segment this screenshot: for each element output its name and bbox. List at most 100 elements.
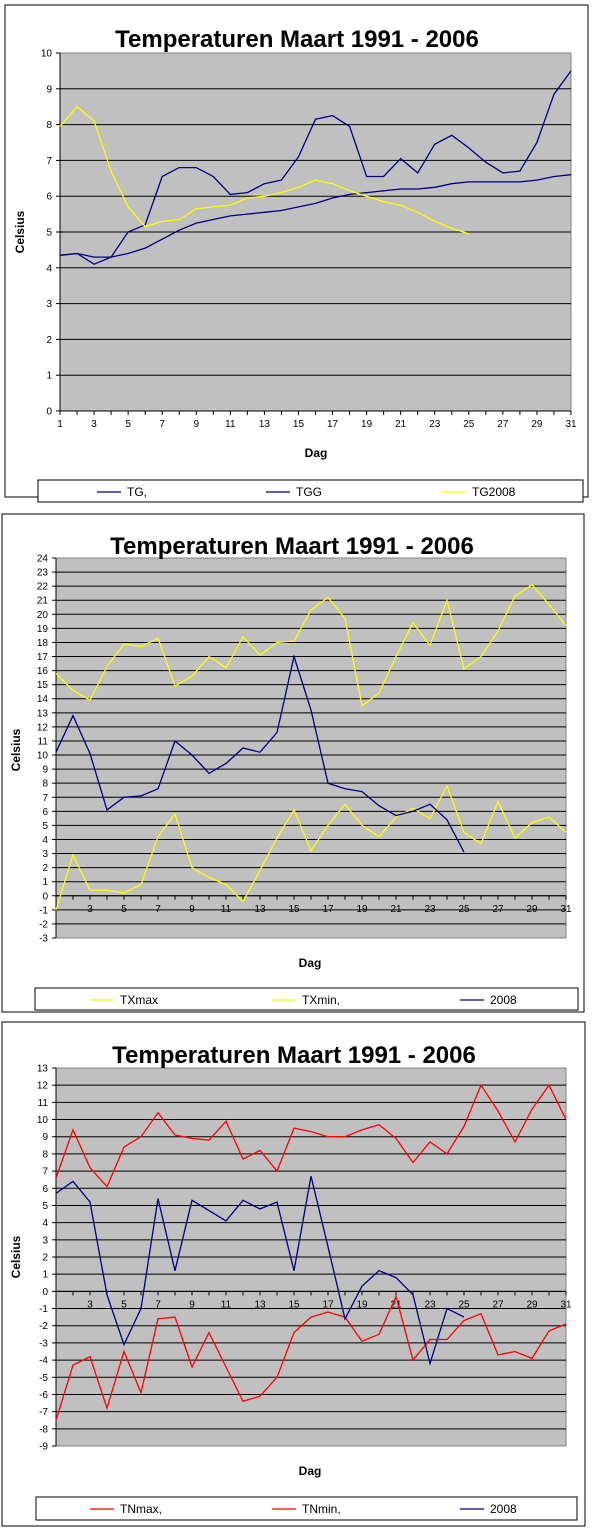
y-tick-label: -3 <box>39 1338 48 1349</box>
y-tick-label: 4 <box>46 263 52 274</box>
y-tick-label: 6 <box>42 807 48 818</box>
x-tick-label: 23 <box>424 1299 436 1310</box>
x-tick-label: 19 <box>361 419 373 430</box>
x-tick-label: 13 <box>259 419 271 430</box>
x-axis-label: Dag <box>305 446 328 460</box>
y-tick-label: 5 <box>42 1201 48 1212</box>
temperature-chart-tx: -3-2-10123456789101112131415161718192021… <box>1 513 585 1013</box>
series-line-3 <box>59 105 469 235</box>
y-tick-label: -2 <box>39 1321 48 1332</box>
y-tick-label: 7 <box>42 793 48 804</box>
y-tick-label: 4 <box>42 835 48 846</box>
y-tick-label: 1 <box>42 1270 48 1281</box>
x-tick-label: 29 <box>526 1299 538 1310</box>
y-tick-label: 1 <box>42 877 48 888</box>
x-tick-label: 31 <box>560 904 572 915</box>
chart-title: Temperaturen Maart 1991 - 2006 <box>112 1042 476 1069</box>
x-tick-label: 19 <box>356 1299 368 1310</box>
legend-label: TNmax, <box>120 1502 162 1516</box>
x-tick-label: 21 <box>390 904 402 915</box>
y-tick-label: -6 <box>39 1390 48 1401</box>
x-tick-label: 11 <box>225 419 236 430</box>
y-tick-label: 1 <box>46 371 52 382</box>
plot-area <box>55 557 567 939</box>
legend-label: TG2008 <box>472 485 516 499</box>
x-tick-label: 23 <box>424 904 436 915</box>
x-tick-label: 3 <box>87 1299 93 1310</box>
series-line-3 <box>55 1176 465 1366</box>
y-tick-label: 10 <box>37 1115 49 1126</box>
y-tick-label: 0 <box>46 407 52 418</box>
chart-panel-1: 0 1 2 3 4 5 6 7 8 9 10 1 3 5 7 9 11 13 15 17 19 21 23 25 27 29 31 T… <box>0 0 599 505</box>
y-tick-label: 9 <box>42 765 48 776</box>
y-tick-label: 3 <box>42 1235 48 1246</box>
x-tick-label: 17 <box>322 904 334 915</box>
x-tick-label: 29 <box>526 904 538 915</box>
legend-label: TXmax <box>120 993 158 1007</box>
y-tick-label: -4 <box>39 1356 48 1367</box>
y-tick-label: 21 <box>37 596 49 607</box>
legend-box <box>35 1496 578 1521</box>
y-tick-label: 16 <box>37 666 49 677</box>
y-tick-label: 7 <box>46 156 52 167</box>
series-line-3 <box>55 654 465 853</box>
y-tick-label: 13 <box>37 1064 49 1075</box>
legend-label: 2008 <box>490 1502 517 1516</box>
y-tick-label: 5 <box>42 821 48 832</box>
x-tick-label: 29 <box>531 419 543 430</box>
y-tick-label: 10 <box>41 49 53 60</box>
y-tick-label: -2 <box>39 919 48 930</box>
y-tick-label: 0 <box>42 1287 48 1298</box>
series-line-1 <box>55 583 567 707</box>
y-tick-label: -9 <box>39 1442 48 1453</box>
y-tick-label: 24 <box>37 554 49 565</box>
x-tick-label: 23 <box>429 419 441 430</box>
y-tick-label: 2 <box>46 335 52 346</box>
x-tick-label: 27 <box>492 1299 504 1310</box>
y-tick-label: -7 <box>39 1407 48 1418</box>
series-line-1 <box>59 70 572 265</box>
x-tick-label: 31 <box>565 419 577 430</box>
y-tick-label: 2 <box>42 863 48 874</box>
y-tick-label: 23 <box>37 568 49 579</box>
x-tick-label: 15 <box>288 904 300 915</box>
y-tick-label: 13 <box>37 708 49 719</box>
x-tick-label: 5 <box>121 904 127 915</box>
x-tick-label: 13 <box>254 904 266 915</box>
series-line-1 <box>55 1083 567 1188</box>
x-tick-label: 25 <box>458 1299 470 1310</box>
x-tick-label: 7 <box>155 1299 161 1310</box>
x-tick-label: 17 <box>327 419 339 430</box>
x-tick-label: 11 <box>221 904 232 915</box>
x-tick-label: 9 <box>189 1299 195 1310</box>
legend-box <box>34 987 579 1011</box>
x-tick-label: 11 <box>221 1299 232 1310</box>
y-tick-label: 11 <box>38 1098 49 1109</box>
y-tick-label: 20 <box>37 610 49 621</box>
y-tick-label: 15 <box>37 680 49 691</box>
legend-label: TG, <box>127 485 147 499</box>
series-line-2 <box>59 174 572 258</box>
y-tick-label: 22 <box>37 582 49 593</box>
y-axis-label: Celsius <box>13 210 27 253</box>
y-tick-label: 14 <box>37 694 49 705</box>
x-tick-label: 15 <box>293 419 305 430</box>
legend-box <box>37 479 584 503</box>
y-tick-label: 4 <box>42 1218 48 1229</box>
y-axis-label: Celsius <box>9 1235 23 1278</box>
x-tick-label: 5 <box>125 419 131 430</box>
x-tick-label: 9 <box>193 419 199 430</box>
y-tick-label: 17 <box>37 652 49 663</box>
legend-label: TNmin, <box>302 1502 341 1516</box>
y-tick-label: -5 <box>39 1373 48 1384</box>
chart-title: Temperaturen Maart 1991 - 2006 <box>110 533 474 560</box>
y-tick-label: 2 <box>42 1253 48 1264</box>
y-tick-label: 9 <box>42 1132 48 1143</box>
x-tick-label: 27 <box>492 904 504 915</box>
y-tick-label: 8 <box>42 1149 48 1160</box>
x-tick-label: 21 <box>395 419 407 430</box>
y-tick-label: 8 <box>46 120 52 131</box>
legend-label: 2008 <box>490 993 517 1007</box>
